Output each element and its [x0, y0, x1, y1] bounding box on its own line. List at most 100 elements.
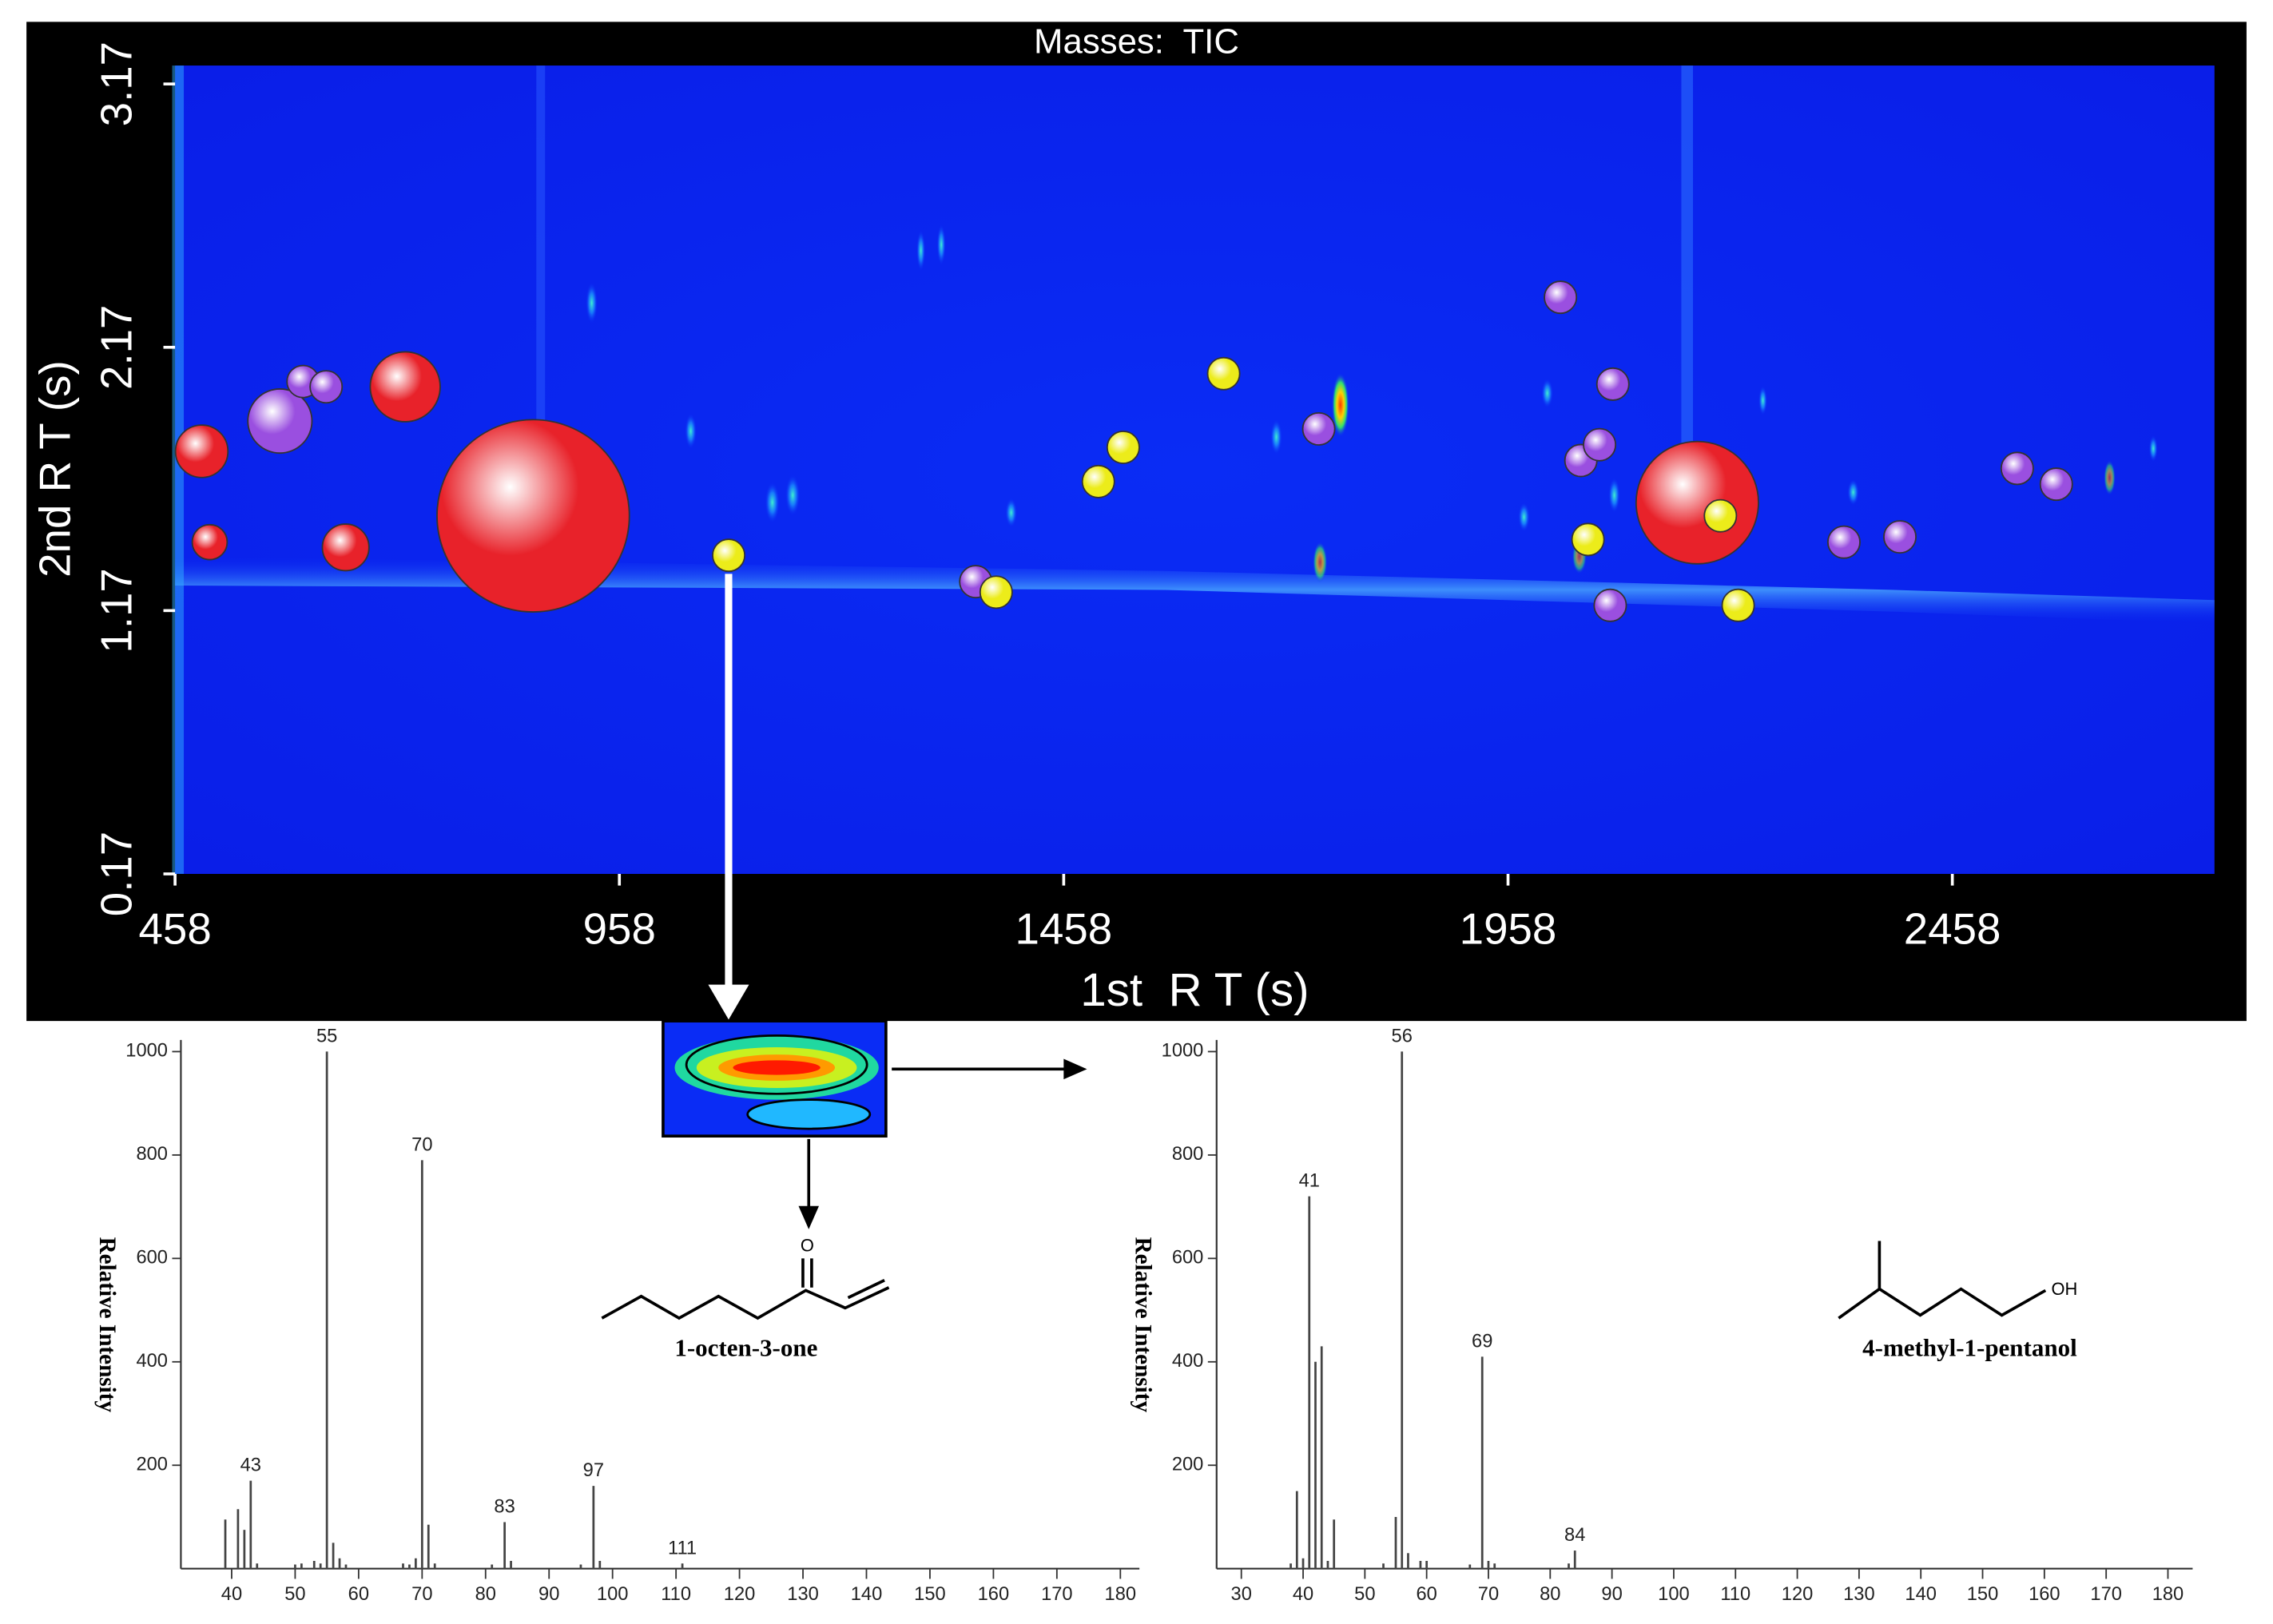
y-tick-label: 1000 [1162, 1041, 1204, 1062]
y-tick-label: 400 [1172, 1351, 1204, 1372]
arrow-head [708, 984, 749, 1020]
spot [1847, 478, 1859, 506]
bond [847, 1279, 885, 1300]
bubble [369, 351, 441, 423]
bubble [174, 424, 229, 478]
x-tick-label: 110 [1720, 1584, 1750, 1605]
bubble [1106, 431, 1140, 464]
x-tick-label: 458 [138, 903, 211, 953]
bubble [712, 538, 746, 573]
bond-chain [601, 1286, 890, 1320]
peak-label: 70 [411, 1134, 432, 1155]
x-tick-label: 170 [1041, 1584, 1073, 1605]
y-tick-label: 2.17 [91, 305, 141, 390]
x-tick-label: 40 [1293, 1584, 1313, 1605]
peak-label: 69 [1472, 1331, 1492, 1352]
y-tick-label: 400 [136, 1351, 168, 1372]
x-tick-label: 1958 [1460, 903, 1557, 953]
spot [916, 230, 926, 272]
x-tick-label: 170 [2090, 1584, 2122, 1605]
x-tick-label: 160 [2029, 1584, 2060, 1605]
bubble [1721, 588, 1755, 622]
bubble [1593, 588, 1627, 622]
structure-pentanol [1838, 1241, 2047, 1320]
spot [1331, 372, 1349, 437]
x-tick-label: 80 [1540, 1584, 1560, 1605]
y-tick-label: 1.17 [91, 568, 141, 653]
x-tick-label: 150 [1967, 1584, 1999, 1605]
spot [765, 482, 780, 523]
x-tick-label: 140 [851, 1584, 883, 1605]
bubble [1826, 525, 1861, 559]
bubble [321, 523, 370, 572]
x-tick-label: 90 [538, 1584, 559, 1605]
bubble [1583, 427, 1617, 462]
x-tick-label: 130 [1843, 1584, 1875, 1605]
atom-label: OH [2052, 1279, 2078, 1299]
x-tick-label: 160 [978, 1584, 1010, 1605]
spot [2148, 435, 2158, 462]
x-tick-label: 1458 [1015, 903, 1113, 953]
x-axis-label: 1st R T (s) [1080, 964, 1309, 1016]
x-tick-label: 150 [914, 1584, 946, 1605]
peak-label: 56 [1392, 1026, 1413, 1046]
x-tick-label: 50 [284, 1584, 305, 1605]
chart-title: Masses: TIC [1034, 22, 1239, 61]
x-tick-label: 110 [661, 1584, 691, 1605]
spot [685, 413, 697, 449]
arrow-head [798, 1205, 820, 1229]
peak-label: 97 [583, 1460, 604, 1481]
column-bleed [175, 556, 2215, 624]
peak-label: 41 [1299, 1171, 1320, 1192]
spot [1608, 478, 1620, 513]
arrow-head [1063, 1058, 1087, 1080]
y-tick-label: 0.17 [91, 832, 141, 916]
inset-contour [733, 1060, 821, 1075]
spot [1541, 379, 1553, 408]
x-tick-label: 50 [1354, 1584, 1375, 1605]
peak-inset [662, 1019, 888, 1138]
y-tick-label: 3.17 [91, 42, 141, 126]
y-tick-label: 600 [136, 1248, 168, 1269]
bubble [1081, 464, 1115, 498]
bubble [1301, 411, 1336, 446]
bubble [1571, 522, 1605, 557]
y-tick-label: 200 [1172, 1455, 1204, 1475]
bubble [436, 419, 630, 613]
peak-label: 43 [240, 1455, 261, 1476]
y-axis-label: Relative Intensity [94, 1237, 120, 1413]
x-tick-label: 90 [1601, 1584, 1622, 1605]
bubble [1635, 440, 1759, 565]
x-tick-label: 2458 [1904, 903, 2001, 953]
bubble [309, 370, 344, 404]
compound-name: 4-methyl-1-pentanol [1862, 1333, 2077, 1361]
x-tick-label: 140 [1905, 1584, 1937, 1605]
peak-label: 55 [316, 1026, 337, 1046]
bubble [247, 388, 313, 455]
x-tick-label: 40 [221, 1584, 242, 1605]
inset-outline [685, 1034, 868, 1095]
structure-octenone [601, 1258, 890, 1320]
y-tick-label: 1000 [125, 1041, 168, 1062]
x-tick-label: 70 [1478, 1584, 1499, 1605]
spot [586, 282, 598, 324]
streak [1681, 66, 1694, 561]
x-tick-label: 30 [1231, 1584, 1252, 1605]
bubble [1703, 498, 1738, 533]
bubble [1206, 356, 1241, 391]
inset-outline [746, 1098, 872, 1130]
atom-label: O [801, 1236, 814, 1256]
x-tick-label: 180 [2152, 1584, 2184, 1605]
y-tick-label: 200 [136, 1455, 168, 1475]
y-axis-label: Relative Intensity [1130, 1237, 1155, 1413]
spot [936, 224, 946, 265]
bubble [191, 523, 228, 561]
x-tick-label: 70 [411, 1584, 432, 1605]
spot [785, 474, 801, 516]
y-tick-label: 600 [1172, 1248, 1204, 1269]
bubble [2039, 467, 2073, 502]
x-tick-label: 130 [787, 1584, 819, 1605]
x-tick-label: 100 [1658, 1584, 1690, 1605]
bubble [1544, 280, 1578, 315]
